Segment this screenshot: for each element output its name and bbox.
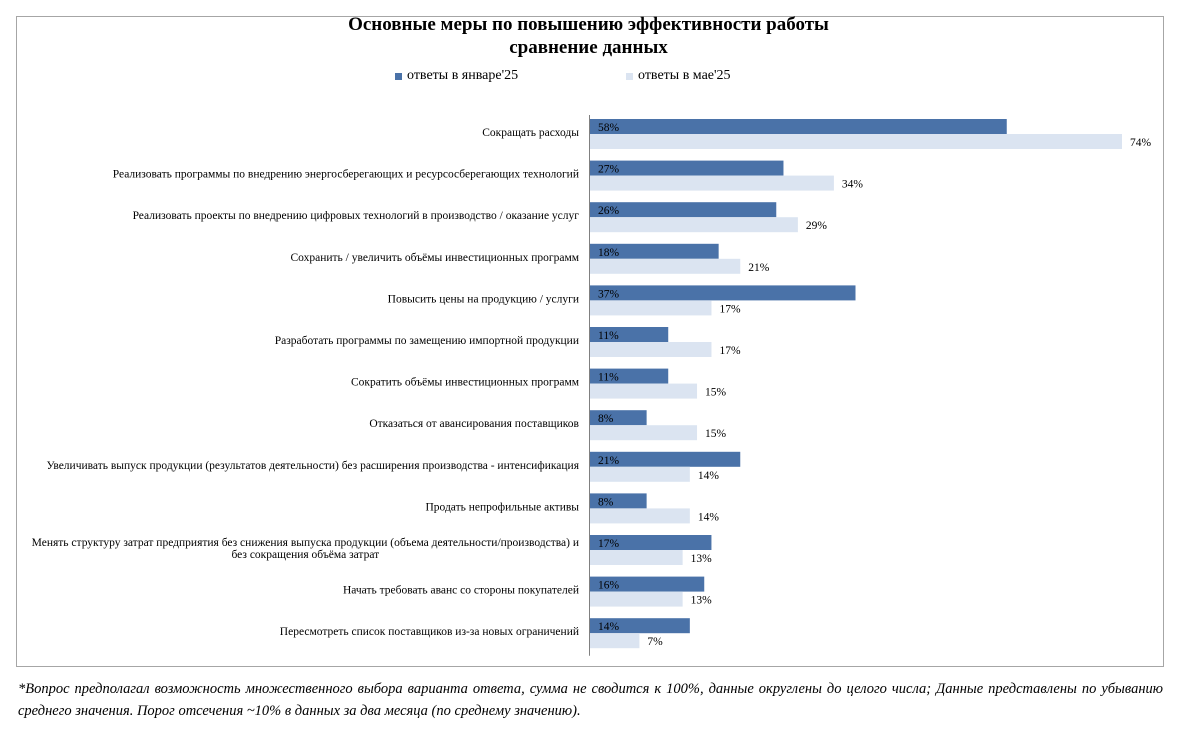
data-label-may: 14% <box>698 511 720 523</box>
bar-january <box>589 285 856 301</box>
bar-may <box>589 466 690 482</box>
bar-may <box>589 217 798 233</box>
bar-may <box>589 134 1122 149</box>
category-label: Сохранить / увеличить объёмы инвестицион… <box>290 252 579 264</box>
data-label-may: 34% <box>842 179 864 191</box>
bar-may <box>589 591 683 607</box>
category-label: Повысить цены на продукцию / услуги <box>388 293 579 305</box>
category-label: Менять структуру затрат предприятия без … <box>32 537 579 561</box>
bar-january <box>589 243 719 259</box>
legend-item-may: ответы в мае'25 <box>626 68 731 84</box>
chart-title: Основные меры по повышению эффективности… <box>348 14 829 35</box>
data-label-may: 15% <box>705 428 727 440</box>
legend-swatch-january <box>395 72 402 80</box>
legend-label-may: ответы в мае'25 <box>638 68 731 83</box>
category-label: Пересмотреть список поставщиков из-за но… <box>280 626 579 638</box>
data-label-january: 8% <box>598 496 614 508</box>
data-label-january: 8% <box>598 413 614 425</box>
data-label-january: 11% <box>598 372 619 384</box>
data-label-january: 14% <box>598 621 620 633</box>
category-label: Разработать программы по замещению импор… <box>275 335 579 347</box>
bar-january <box>589 202 777 218</box>
bar-january <box>589 368 669 384</box>
data-label-may: 13% <box>691 595 713 607</box>
legend-swatch-may <box>626 72 633 80</box>
data-label-january: 16% <box>598 580 620 592</box>
bar-january <box>589 576 705 592</box>
bar-may <box>589 258 741 274</box>
bar-may <box>589 633 640 649</box>
data-label-january: 18% <box>598 247 620 259</box>
data-label-may: 29% <box>806 220 828 232</box>
bar-january <box>589 327 669 342</box>
bar-january <box>589 451 741 467</box>
chart-subtitle: сравнение данных <box>509 37 668 58</box>
bar-may <box>589 175 834 191</box>
bar-january <box>589 493 647 509</box>
bar-may <box>589 300 712 316</box>
data-label-january: 58% <box>598 122 620 134</box>
bar-may <box>589 425 698 441</box>
category-label: Сокращать расходы <box>482 127 579 139</box>
data-label-may: 17% <box>719 303 741 315</box>
bar-january <box>589 410 647 426</box>
bar-may <box>589 550 683 565</box>
data-label-january: 37% <box>598 288 620 300</box>
bar-may <box>589 508 690 524</box>
data-label-january: 17% <box>598 538 620 550</box>
bar-january <box>589 160 784 176</box>
category-label: Реализовать проекты по внедрению цифровы… <box>133 210 580 222</box>
footnote: *Вопрос предполагал возможность множеств… <box>18 681 1163 719</box>
data-label-may: 13% <box>691 553 713 565</box>
category-label: Начать требовать аванс со стороны покупа… <box>343 585 579 597</box>
data-label-may: 7% <box>647 636 663 648</box>
data-label-january: 11% <box>598 330 619 342</box>
data-label-may: 14% <box>698 470 720 482</box>
category-label: Отказаться от авансирования поставщиков <box>369 418 579 430</box>
bar-january <box>589 618 690 634</box>
legend-label-january: ответы в январе'25 <box>407 68 519 83</box>
category-label: Сократить объёмы инвестиционных программ <box>351 377 580 389</box>
bar-january <box>589 119 1007 134</box>
data-label-may: 21% <box>748 262 770 274</box>
data-label-january: 27% <box>598 164 620 176</box>
category-label: Увеличивать выпуск продукции (результато… <box>47 460 580 472</box>
data-label-january: 26% <box>598 205 620 217</box>
category-label: Продать непрофильные активы <box>425 501 579 513</box>
bar-may <box>589 342 712 357</box>
data-label-january: 21% <box>598 455 620 467</box>
legend-item-january: ответы в январе'25 <box>395 68 518 84</box>
data-label-may: 15% <box>705 387 727 399</box>
bar-may <box>589 383 698 399</box>
category-label: Реализовать программы по внедрению энерг… <box>113 169 579 181</box>
data-label-may: 74% <box>1130 137 1152 149</box>
bar-january <box>589 535 712 550</box>
data-label-may: 17% <box>719 345 741 357</box>
